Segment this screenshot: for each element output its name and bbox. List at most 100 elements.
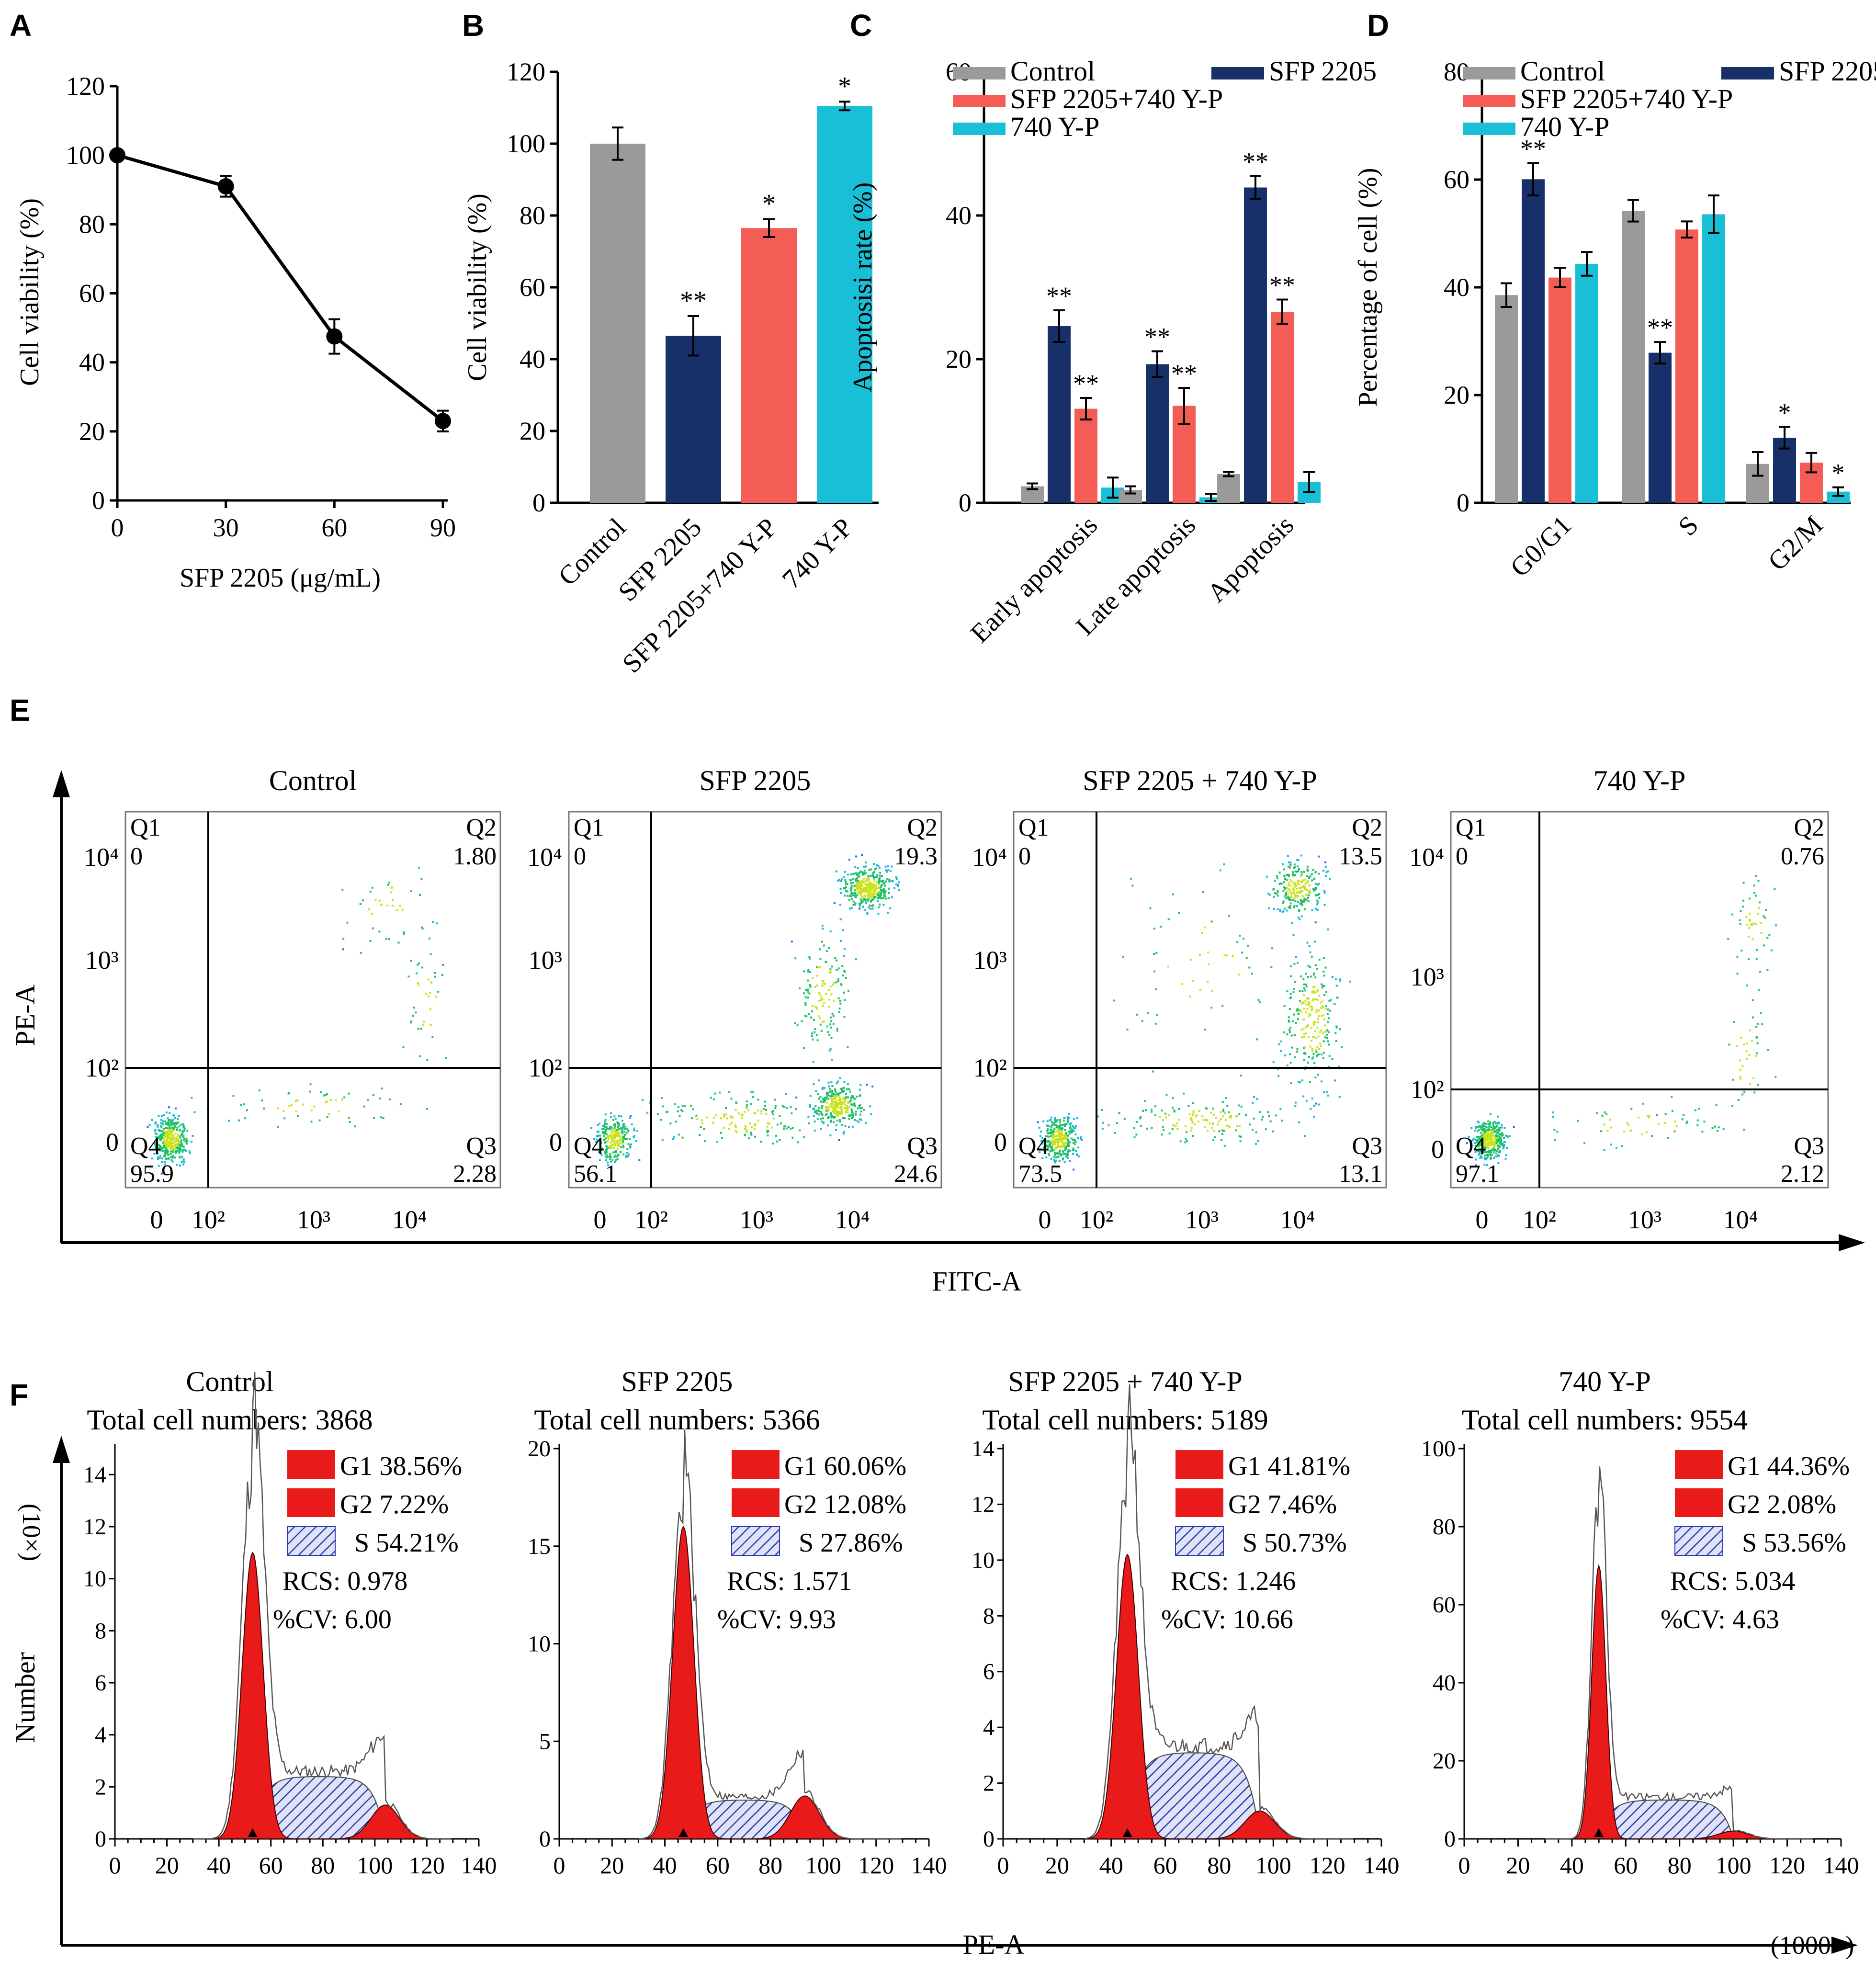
event-dot — [1060, 1128, 1062, 1131]
event-dot — [1474, 1148, 1477, 1150]
quadrant-value: 24.6 — [894, 1160, 938, 1188]
event-dot — [1279, 1040, 1282, 1043]
event-dot — [1112, 999, 1115, 1002]
event-dot — [335, 1099, 337, 1102]
event-dot — [835, 1106, 837, 1109]
event-dot — [816, 1007, 818, 1009]
event-dot — [1308, 1015, 1310, 1018]
event-dot — [712, 1098, 715, 1100]
event-dot — [1069, 1123, 1071, 1125]
event-dot — [1054, 1119, 1056, 1121]
x-tick-label: 0 — [150, 1205, 163, 1234]
event-dot — [866, 913, 869, 915]
event-dot — [772, 1113, 774, 1115]
event-dot — [388, 938, 390, 941]
event-dot — [1303, 1008, 1305, 1010]
event-dot — [613, 1127, 616, 1129]
y-tick-label: 40 — [946, 201, 972, 230]
event-dot — [1485, 1136, 1487, 1139]
event-dot — [1489, 1113, 1492, 1115]
event-dot — [1059, 1124, 1061, 1126]
event-dot — [874, 895, 877, 898]
event-dot — [1297, 901, 1300, 903]
event-dot — [856, 886, 858, 888]
event-dot — [833, 999, 835, 1002]
event-dot — [1292, 888, 1295, 890]
event-dot — [823, 1100, 825, 1103]
event-dot — [879, 895, 881, 897]
event-dot — [1149, 907, 1152, 909]
event-dot — [1067, 1156, 1069, 1159]
event-dot — [1114, 1132, 1116, 1134]
event-dot — [867, 889, 869, 892]
event-dot — [836, 1082, 838, 1085]
event-dot — [161, 1150, 164, 1152]
event-dot — [1051, 1124, 1053, 1126]
event-dot — [1335, 1025, 1338, 1028]
event-dot — [814, 1105, 817, 1107]
event-dot — [865, 890, 868, 893]
event-dot — [1055, 1156, 1057, 1159]
x-tick-label: 40 — [207, 1852, 231, 1879]
event-dot — [863, 898, 866, 900]
event-dot — [610, 1156, 612, 1158]
event-dot — [809, 984, 812, 986]
event-dot — [1297, 891, 1299, 893]
event-dot — [622, 1126, 624, 1128]
event-dot — [1325, 871, 1328, 873]
event-dot — [1240, 1105, 1243, 1108]
event-dot — [160, 1172, 163, 1175]
event-dot — [170, 1122, 173, 1124]
event-dot — [1256, 1038, 1258, 1041]
event-dot — [1475, 1126, 1477, 1128]
event-dot — [867, 876, 869, 879]
event-dot — [1484, 1147, 1487, 1150]
event-dot — [859, 1118, 861, 1121]
event-dot — [840, 940, 842, 942]
event-dot — [1192, 1110, 1195, 1112]
bar — [1649, 352, 1672, 503]
event-dot — [402, 1046, 405, 1048]
event-dot — [1065, 1123, 1068, 1125]
y-tick-label: 10² — [1411, 1075, 1444, 1104]
event-dot — [326, 1116, 328, 1118]
event-dot — [1067, 1149, 1070, 1151]
event-dot — [1487, 1131, 1489, 1133]
event-dot — [170, 1124, 172, 1126]
event-dot — [839, 1097, 841, 1099]
event-dot — [397, 941, 400, 944]
event-dot — [1289, 899, 1292, 901]
event-dot — [847, 1101, 849, 1104]
x-tick-label: 0 — [997, 1852, 1009, 1879]
event-dot — [1490, 1126, 1492, 1128]
event-dot — [1481, 1151, 1484, 1154]
event-dot — [1240, 1075, 1243, 1077]
event-dot — [182, 1146, 185, 1148]
event-dot — [1299, 891, 1301, 894]
event-dot — [1496, 1139, 1499, 1142]
event-dot — [1220, 1139, 1222, 1141]
event-dot — [876, 874, 879, 876]
event-dot — [611, 1137, 614, 1139]
event-dot — [835, 1108, 837, 1111]
event-dot — [878, 894, 881, 896]
event-dot — [1303, 1059, 1305, 1061]
event-dot — [841, 1098, 844, 1100]
event-dot — [1752, 922, 1755, 925]
event-dot — [1753, 892, 1756, 894]
event-dot — [1497, 1151, 1500, 1154]
event-dot — [1498, 1145, 1500, 1147]
x-tick-label: 0 — [1039, 1205, 1051, 1234]
event-dot — [362, 899, 364, 902]
event-dot — [1313, 1036, 1315, 1038]
event-dot — [1272, 1130, 1274, 1133]
event-dot — [830, 1112, 832, 1114]
event-dot — [343, 1096, 346, 1099]
event-dot — [851, 1117, 853, 1120]
event-dot — [165, 1151, 168, 1153]
event-dot — [1302, 978, 1305, 980]
event-dot — [1265, 1128, 1267, 1131]
event-dot — [1283, 881, 1285, 884]
event-dot — [783, 1128, 785, 1130]
event-dot — [178, 1115, 180, 1117]
